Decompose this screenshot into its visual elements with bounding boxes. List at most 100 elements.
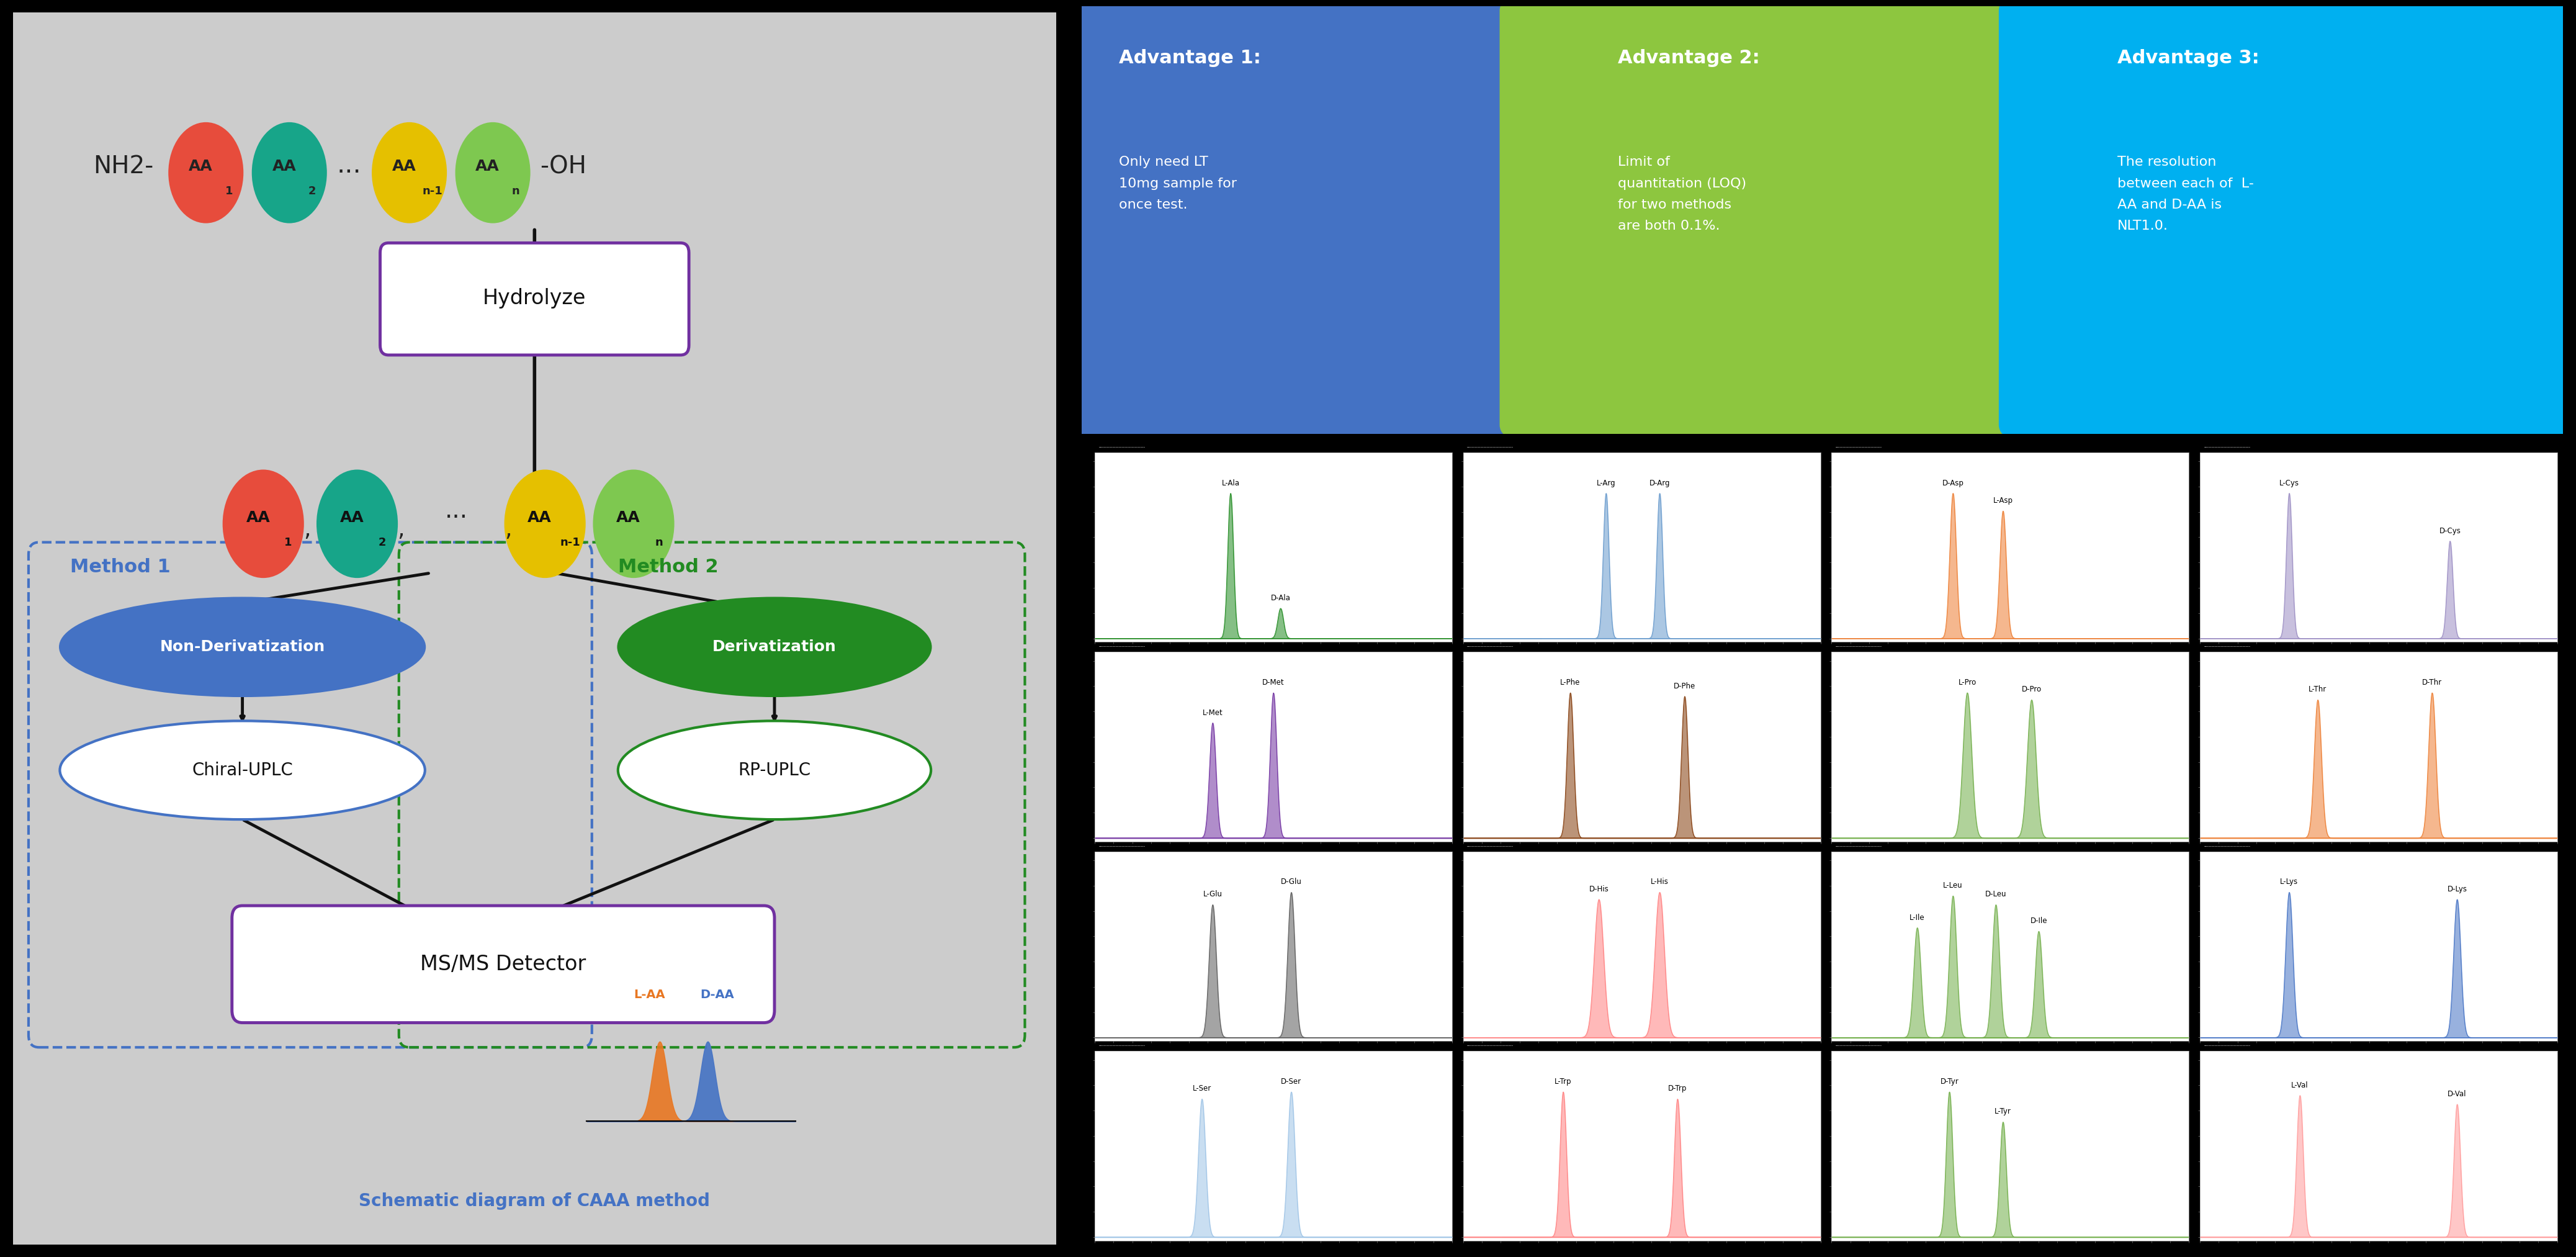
Text: AA: AA xyxy=(188,160,214,173)
Text: Method 2: Method 2 xyxy=(618,558,719,576)
Text: D-Trp: D-Trp xyxy=(1669,1085,1687,1092)
Text: AA: AA xyxy=(477,160,500,173)
Text: Schematic diagram of CAAA method: Schematic diagram of CAAA method xyxy=(358,1193,711,1210)
Text: AA: AA xyxy=(247,510,270,525)
FancyBboxPatch shape xyxy=(1499,0,2125,449)
Text: Only need LT
10mg sample for
once test.: Only need LT 10mg sample for once test. xyxy=(1118,156,1236,211)
Text: L-Tyr: L-Tyr xyxy=(1994,1107,2012,1116)
Text: L-Ala: L-Ala xyxy=(1221,479,1239,486)
Text: ──────────────────────────────: ────────────────────────────── xyxy=(2202,646,2249,649)
Text: Limit of
quantitation (LOQ)
for two methods
are both 0.1%.: Limit of quantitation (LOQ) for two meth… xyxy=(1618,156,1747,233)
Ellipse shape xyxy=(592,470,675,578)
Text: RP-UPLC: RP-UPLC xyxy=(739,762,811,779)
FancyBboxPatch shape xyxy=(1999,0,2576,449)
Text: ──────────────────────────────: ────────────────────────────── xyxy=(1834,845,1880,847)
Text: ,: , xyxy=(505,519,513,541)
Text: D-Phe: D-Phe xyxy=(1674,683,1695,690)
Text: D-Cys: D-Cys xyxy=(2439,527,2460,534)
Text: NH2-: NH2- xyxy=(93,155,155,178)
Text: D-Pro: D-Pro xyxy=(2022,685,2043,694)
Text: L-His: L-His xyxy=(1651,879,1669,886)
Text: L-Glu: L-Glu xyxy=(1203,890,1224,899)
FancyBboxPatch shape xyxy=(232,905,775,1023)
Ellipse shape xyxy=(59,720,425,820)
Ellipse shape xyxy=(252,122,327,224)
Text: D-Tyr: D-Tyr xyxy=(1940,1077,1958,1086)
Ellipse shape xyxy=(167,122,245,224)
Text: ──────────────────────────────: ────────────────────────────── xyxy=(1466,845,1512,847)
Text: ──────────────────────────────: ────────────────────────────── xyxy=(1466,646,1512,649)
Text: L-Arg: L-Arg xyxy=(1597,479,1615,486)
Text: L-Leu: L-Leu xyxy=(1942,881,1963,890)
Text: D-Leu: D-Leu xyxy=(1986,890,2007,899)
Ellipse shape xyxy=(618,720,930,820)
Ellipse shape xyxy=(222,470,304,578)
Text: AA: AA xyxy=(340,510,363,525)
Ellipse shape xyxy=(371,122,446,224)
Text: ──────────────────────────────: ────────────────────────────── xyxy=(1466,446,1512,449)
Ellipse shape xyxy=(618,598,930,696)
Text: AA: AA xyxy=(528,510,551,525)
Text: ──────────────────────────────: ────────────────────────────── xyxy=(1097,845,1144,847)
Text: 1: 1 xyxy=(283,537,291,548)
Text: 1: 1 xyxy=(224,186,232,197)
FancyBboxPatch shape xyxy=(3,0,1066,1257)
Text: L-AA: L-AA xyxy=(634,989,665,1001)
Text: n: n xyxy=(654,537,662,548)
Text: ──────────────────────────────: ────────────────────────────── xyxy=(2202,1045,2249,1047)
Text: D-Ala: D-Ala xyxy=(1270,595,1291,602)
Text: Hydrolyze: Hydrolyze xyxy=(482,288,587,309)
Text: n: n xyxy=(513,186,520,197)
Ellipse shape xyxy=(456,122,531,224)
Text: Non-Derivatization: Non-Derivatization xyxy=(160,640,325,655)
Text: 2: 2 xyxy=(309,186,317,197)
Text: L-Thr: L-Thr xyxy=(2308,685,2326,694)
Text: D-Met: D-Met xyxy=(1262,679,1285,686)
Text: D-AA: D-AA xyxy=(701,989,734,1001)
Text: ──────────────────────────────: ────────────────────────────── xyxy=(1834,1045,1880,1047)
FancyBboxPatch shape xyxy=(999,0,1628,449)
Text: Derivatization: Derivatization xyxy=(714,640,837,655)
Text: AA: AA xyxy=(273,160,296,173)
Text: ──────────────────────────────: ────────────────────────────── xyxy=(1834,646,1880,649)
Text: D-His: D-His xyxy=(1589,885,1610,894)
Text: ──────────────────────────────: ────────────────────────────── xyxy=(1097,1045,1144,1047)
Text: n-1: n-1 xyxy=(422,186,443,197)
Text: L-Trp: L-Trp xyxy=(1556,1077,1571,1086)
Text: Advantage 2:: Advantage 2: xyxy=(1618,49,1759,67)
Text: L-Met: L-Met xyxy=(1203,709,1224,716)
Text: L-Asp: L-Asp xyxy=(1994,497,2012,505)
Ellipse shape xyxy=(317,470,397,578)
Text: Method 1: Method 1 xyxy=(70,558,170,576)
Text: ···: ··· xyxy=(337,160,361,186)
Text: L-Val: L-Val xyxy=(2293,1081,2308,1089)
Text: L-Ile: L-Ile xyxy=(1909,914,1924,921)
Text: D-Asp: D-Asp xyxy=(1942,479,1963,486)
FancyBboxPatch shape xyxy=(381,243,688,354)
Text: n-1: n-1 xyxy=(559,537,580,548)
Text: D-Arg: D-Arg xyxy=(1649,479,1669,486)
Text: AA: AA xyxy=(616,510,641,525)
Text: ──────────────────────────────: ────────────────────────────── xyxy=(1466,1045,1512,1047)
Text: D-Ser: D-Ser xyxy=(1280,1077,1301,1086)
Text: D-Val: D-Val xyxy=(2447,1090,2468,1099)
Text: ···: ··· xyxy=(446,505,469,529)
Ellipse shape xyxy=(59,598,425,696)
Ellipse shape xyxy=(505,470,585,578)
Text: L-Pro: L-Pro xyxy=(1958,679,1976,686)
Text: 2: 2 xyxy=(379,537,386,548)
Text: D-Thr: D-Thr xyxy=(2421,679,2442,686)
Text: ──────────────────────────────: ────────────────────────────── xyxy=(1834,446,1880,449)
Text: L-Phe: L-Phe xyxy=(1561,679,1582,686)
Text: ──────────────────────────────: ────────────────────────────── xyxy=(1097,446,1144,449)
Text: ──────────────────────────────: ────────────────────────────── xyxy=(2202,446,2249,449)
Text: ──────────────────────────────: ────────────────────────────── xyxy=(1097,646,1144,649)
Text: The resolution
between each of  L-
AA and D-AA is
NLT1.0.: The resolution between each of L- AA and… xyxy=(2117,156,2254,233)
Text: L-Ser: L-Ser xyxy=(1193,1085,1211,1092)
Text: AA: AA xyxy=(392,160,417,173)
Text: ,: , xyxy=(397,519,404,541)
Text: -OH: -OH xyxy=(541,155,587,178)
Text: ──────────────────────────────: ────────────────────────────── xyxy=(2202,845,2249,847)
Text: L-Cys: L-Cys xyxy=(2280,479,2300,486)
Text: D-Glu: D-Glu xyxy=(1280,879,1301,886)
